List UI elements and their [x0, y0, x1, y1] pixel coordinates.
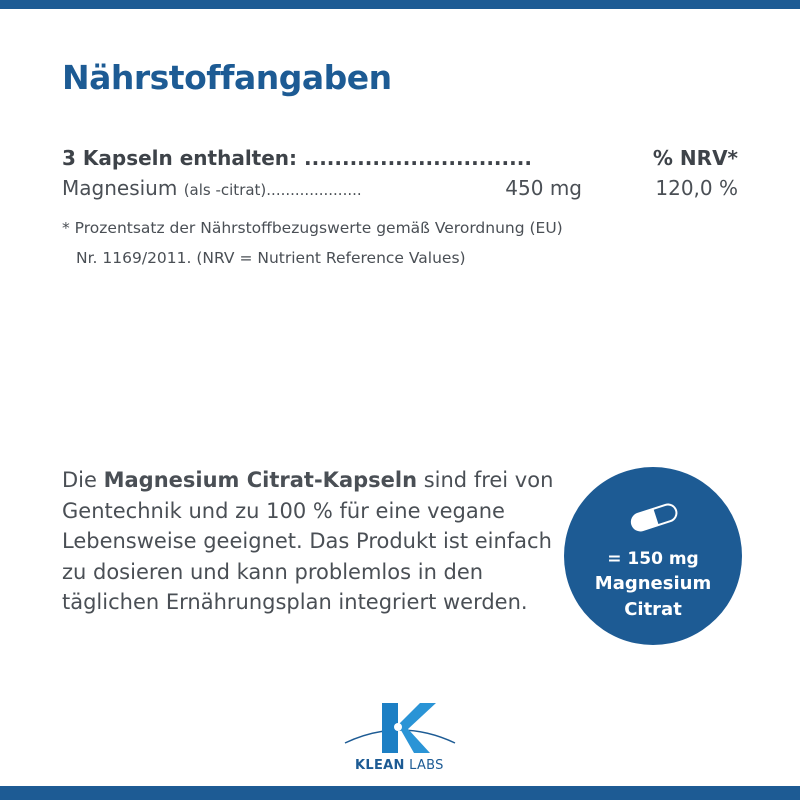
desc-bold: Magnesium Citrat-Kapseln — [103, 468, 418, 492]
logo-text: KLEAN LABS — [355, 758, 444, 773]
description: Die Magnesium Citrat-Kapseln sind frei v… — [62, 465, 562, 618]
nutrient-detail: (als -citrat).................... — [183, 181, 362, 199]
header-nrv: % NRV* — [652, 146, 738, 170]
footnote-line2: Nr. 1169/2011. (NRV = Nutrient Reference… — [76, 249, 466, 267]
nutrient-name: Magnesium — [62, 176, 178, 200]
page-title: Nährstoffangaben — [62, 58, 392, 97]
nutrient-nrv: 120,0 % — [655, 176, 738, 200]
footnote-line1: * Prozentsatz der Nährstoffbezugswerte g… — [62, 219, 563, 237]
klean-labs-logo — [344, 703, 456, 753]
badge-amount: = 150 mg — [607, 549, 699, 569]
top-bar — [0, 0, 800, 9]
footnote: * Prozentsatz der Nährstoffbezugswerte g… — [62, 213, 563, 273]
badge-line2: Magnesium — [594, 573, 712, 594]
table-row: Magnesium (als -citrat).................… — [62, 176, 738, 200]
dosage-badge: = 150 mg Magnesium Citrat — [564, 467, 742, 645]
table-header: 3 Kapseln enthalten: ...................… — [62, 146, 738, 170]
logo-bold: KLEAN — [355, 758, 405, 773]
desc-pre: Die — [62, 468, 104, 492]
bottom-bar — [0, 786, 800, 800]
header-label: 3 Kapseln enthalten: ...................… — [62, 146, 532, 170]
badge-line3: Citrat — [624, 599, 682, 620]
logo-light: LABS — [404, 758, 444, 773]
nutrient-amount: 450 mg — [505, 176, 582, 200]
desc-post: sind frei von Gentechnik und zu 100 % fü… — [62, 468, 554, 614]
capsule-icon — [630, 503, 678, 532]
